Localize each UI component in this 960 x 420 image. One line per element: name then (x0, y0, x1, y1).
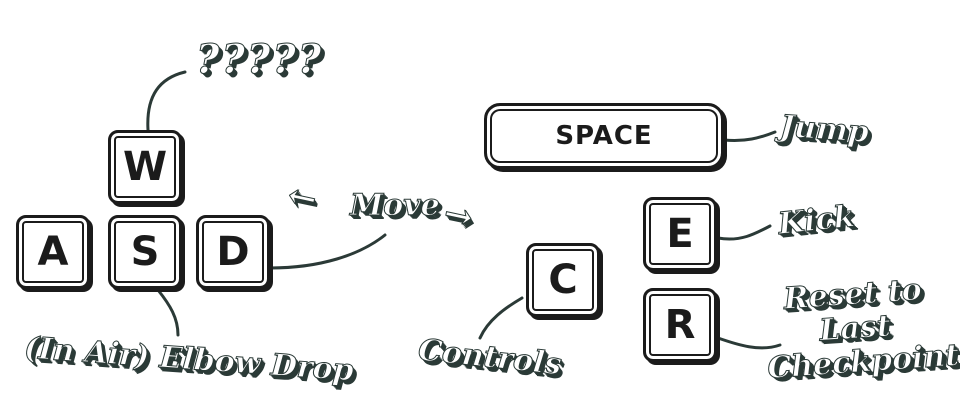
key-s: S (108, 215, 182, 289)
w-action-label: ????? (195, 36, 324, 84)
key-d: D (196, 215, 270, 289)
key-space: SPACE (484, 103, 724, 169)
move-label: Move (350, 188, 441, 224)
key-r: R (643, 288, 717, 362)
s-connector (156, 288, 180, 337)
key-c: C (526, 243, 600, 317)
reset-label: Reset to Last Checkpoint (762, 272, 960, 387)
jump-label: Jump (778, 108, 870, 151)
e-connector (716, 224, 772, 241)
c-connector (478, 296, 524, 340)
key-e: E (643, 197, 717, 271)
r-connector (716, 336, 782, 350)
space-connector (722, 130, 777, 142)
w-connector (146, 70, 187, 132)
key-a: A (16, 215, 90, 289)
d-connector (268, 233, 387, 270)
key-w: W (108, 130, 182, 204)
